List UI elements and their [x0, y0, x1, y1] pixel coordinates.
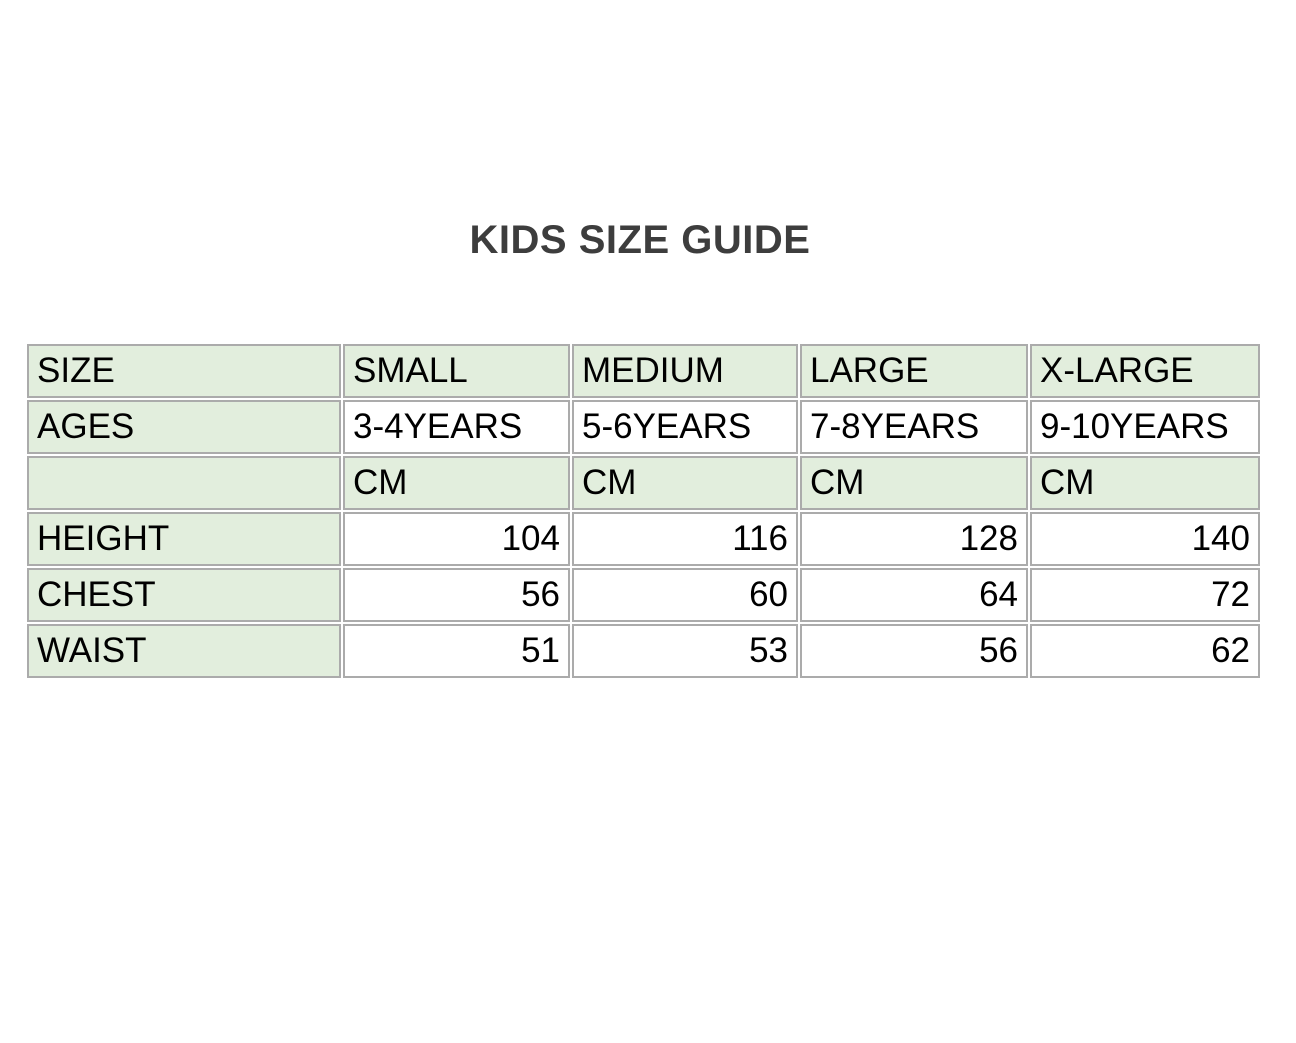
chest-value-small: 56 — [343, 568, 570, 622]
waist-row-label: WAIST — [27, 624, 341, 678]
height-value-x-large: 140 — [1030, 512, 1260, 566]
col-header-small: SMALL — [343, 344, 570, 398]
size-header-row: SIZE SMALL MEDIUM LARGE X-LARGE — [27, 344, 1260, 398]
unit-cell-x-large: CM — [1030, 456, 1260, 510]
waist-value-large: 56 — [800, 624, 1028, 678]
ages-row: AGES 3-4YEARS 5-6YEARS 7-8YEARS 9-10YEAR… — [27, 400, 1260, 454]
waist-value-x-large: 62 — [1030, 624, 1260, 678]
page-title: KIDS SIZE GUIDE — [469, 218, 811, 262]
height-value-medium: 116 — [572, 512, 798, 566]
unit-cell-large: CM — [800, 456, 1028, 510]
unit-cell-medium: CM — [572, 456, 798, 510]
unit-cell-small: CM — [343, 456, 570, 510]
height-row: HEIGHT 104 116 128 140 — [27, 512, 1260, 566]
ages-value-medium: 5-6YEARS — [572, 400, 798, 454]
ages-value-small: 3-4YEARS — [343, 400, 570, 454]
chest-value-large: 64 — [800, 568, 1028, 622]
col-header-large: LARGE — [800, 344, 1028, 398]
waist-value-small: 51 — [343, 624, 570, 678]
chest-row-label: CHEST — [27, 568, 341, 622]
height-value-large: 128 — [800, 512, 1028, 566]
chest-value-medium: 60 — [572, 568, 798, 622]
height-row-label: HEIGHT — [27, 512, 341, 566]
waist-row: WAIST 51 53 56 62 — [27, 624, 1260, 678]
unit-row: CM CM CM CM — [27, 456, 1260, 510]
ages-value-large: 7-8YEARS — [800, 400, 1028, 454]
waist-value-medium: 53 — [572, 624, 798, 678]
size-header-label-cell: SIZE — [27, 344, 341, 398]
chest-row: CHEST 56 60 64 72 — [27, 568, 1260, 622]
ages-row-label: AGES — [27, 400, 341, 454]
col-header-x-large: X-LARGE — [1030, 344, 1260, 398]
ages-value-x-large: 9-10YEARS — [1030, 400, 1260, 454]
unit-row-spacer-cell — [27, 456, 341, 510]
height-value-small: 104 — [343, 512, 570, 566]
chest-value-x-large: 72 — [1030, 568, 1260, 622]
col-header-medium: MEDIUM — [572, 344, 798, 398]
kids-size-table: SIZE SMALL MEDIUM LARGE X-LARGE AGES 3-4… — [25, 342, 1262, 680]
